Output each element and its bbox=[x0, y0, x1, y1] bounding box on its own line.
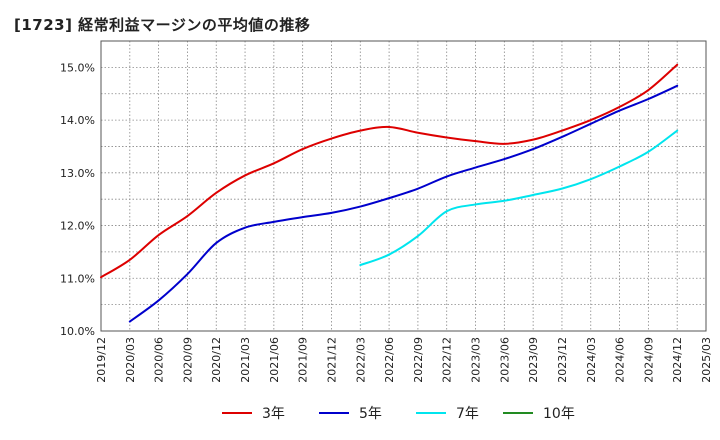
legend-swatch bbox=[319, 412, 349, 414]
chart-title: [1723] 経常利益マージンの平均値の推移 bbox=[14, 16, 311, 34]
x-tick-label: 2022/03 bbox=[354, 337, 367, 383]
legend-item: 5年 bbox=[319, 398, 382, 428]
chart-legend: 3年 5年 7年 10年 bbox=[0, 398, 720, 428]
x-tick-label: 2020/12 bbox=[210, 337, 223, 383]
plot-background bbox=[101, 41, 706, 331]
x-tick-label: 2024/09 bbox=[642, 337, 655, 383]
plot-frame bbox=[100, 40, 707, 332]
y-tick-label: 13.0% bbox=[60, 167, 95, 180]
x-tick-label: 2023/09 bbox=[527, 337, 540, 383]
x-tick-label: 2021/03 bbox=[239, 337, 252, 383]
x-tick-label: 2022/12 bbox=[441, 337, 454, 383]
x-tick-label: 2023/12 bbox=[556, 337, 569, 383]
y-tick-label: 15.0% bbox=[60, 61, 95, 74]
x-tick-label: 2019/12 bbox=[95, 337, 108, 383]
x-tick-label: 2025/03 bbox=[700, 337, 713, 383]
legend-item: 3年 bbox=[222, 398, 285, 428]
legend-label: 7年 bbox=[456, 406, 479, 422]
series-line-3 bbox=[359, 129, 679, 267]
legend-swatch bbox=[503, 412, 533, 414]
x-tick-label: 2024/03 bbox=[585, 337, 598, 383]
legend-swatch bbox=[222, 412, 252, 414]
x-tick-label: 2021/12 bbox=[325, 337, 338, 383]
x-tick-label: 2022/06 bbox=[383, 337, 396, 383]
x-tick-label: 2023/03 bbox=[470, 337, 483, 383]
x-tick-label: 2021/09 bbox=[297, 337, 310, 383]
series-line-2 bbox=[128, 84, 679, 323]
chart-area: 10.0% 11.0% 12.0% 13.0% 14.0% 15.0% 2019/12 202… bbox=[60, 40, 713, 383]
y-tick-label: 14.0% bbox=[60, 114, 95, 127]
x-tick-label: 2021/06 bbox=[268, 337, 281, 383]
legend-item: 7年 bbox=[416, 398, 479, 428]
legend-label: 5年 bbox=[359, 406, 382, 422]
x-tick-label: 2020/03 bbox=[124, 337, 137, 383]
legend-label: 3年 bbox=[262, 406, 285, 422]
x-tick-label: 2023/06 bbox=[498, 337, 511, 383]
x-tick-label: 2020/06 bbox=[153, 337, 166, 383]
x-tick-label: 2024/12 bbox=[671, 337, 684, 383]
y-tick-label: 10.0% bbox=[60, 325, 95, 338]
legend-swatch bbox=[416, 412, 446, 414]
x-tick-label: 2020/09 bbox=[181, 337, 194, 383]
x-tick-label: 2024/06 bbox=[614, 337, 627, 383]
x-tick-label: 2022/09 bbox=[412, 337, 425, 383]
legend-item: 10年 bbox=[503, 398, 575, 428]
y-tick-label: 11.0% bbox=[60, 272, 95, 285]
series-line-1 bbox=[100, 63, 679, 279]
y-tick-label: 12.0% bbox=[60, 220, 95, 233]
legend-label: 10年 bbox=[543, 406, 575, 422]
